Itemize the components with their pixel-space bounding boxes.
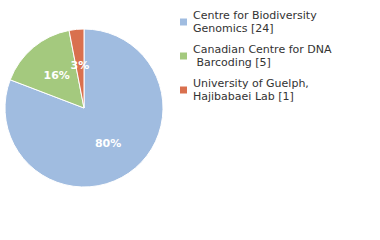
svg-text:3%: 3% [71, 59, 90, 72]
svg-text:Barcoding [5]: Barcoding [5] [193, 56, 271, 69]
svg-text:80%: 80% [95, 137, 121, 150]
svg-text:Centre for Biodiversity: Centre for Biodiversity [193, 9, 320, 22]
svg-text:Hajibabaei Lab [1]: Hajibabaei Lab [1] [193, 90, 294, 103]
svg-text:Canadian Centre for DNA: Canadian Centre for DNA [193, 43, 332, 56]
svg-text:16%: 16% [44, 69, 70, 82]
svg-text:Genomics [24]: Genomics [24] [193, 22, 274, 35]
svg-text:University of Guelph,: University of Guelph, [193, 77, 312, 90]
